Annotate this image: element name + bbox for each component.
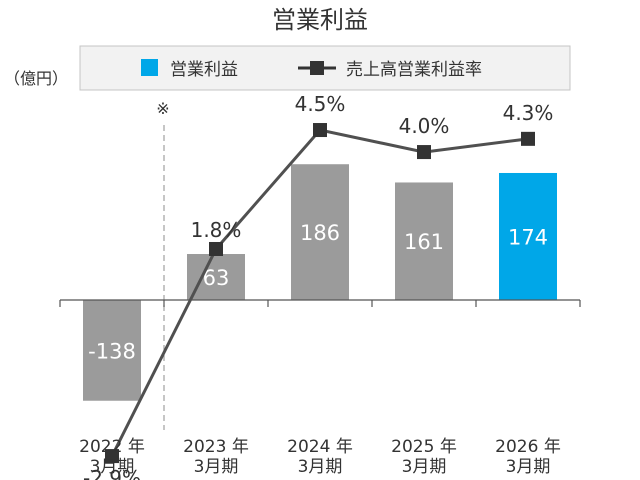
bar-value-label: 174 — [508, 225, 548, 249]
legend-bar-label: 営業利益 — [170, 60, 238, 80]
category-period-label: 3月期 — [194, 457, 239, 477]
legend-line-label: 売上高営業利益率 — [346, 60, 482, 80]
bar — [395, 182, 453, 300]
bar — [83, 300, 141, 401]
ratio-marker — [209, 241, 223, 256]
axis-ticks — [59, 300, 581, 307]
bar — [291, 164, 349, 300]
unit-label: （億円） — [4, 69, 68, 88]
ratio-line-series — [105, 123, 535, 464]
category-period-label: 3月期 — [298, 457, 343, 477]
ratio-marker — [313, 123, 327, 138]
legend: 営業利益 売上高営業利益率 — [79, 45, 571, 91]
bar — [187, 254, 245, 300]
chart-title: 営業利益 — [272, 6, 368, 34]
ratio-marker — [105, 449, 119, 464]
legend-bar-swatch — [141, 59, 158, 76]
bar-value-label: -138 — [88, 339, 136, 363]
ratio-value-label: 1.8% — [191, 218, 242, 242]
ratio-value-label: -2.9% — [83, 466, 141, 480]
category-year-label: 2022 年 — [79, 437, 145, 457]
category-period-label: 3月期 — [402, 457, 447, 477]
bar-series — [83, 164, 557, 401]
ratio-value-label: 4.0% — [399, 114, 450, 138]
ratio-marker — [521, 131, 535, 146]
bar-value-label: 186 — [300, 221, 340, 245]
ratio-value-label: 4.5% — [295, 92, 346, 116]
note-mark: ※ — [156, 99, 169, 118]
ratio-value-labels: -2.9% 1.8% 4.5% 4.0% 4.3% — [83, 92, 553, 480]
category-period-label: 3月期 — [90, 457, 135, 477]
bar-value-label: 161 — [404, 230, 444, 254]
legend-line-marker — [310, 61, 324, 75]
category-period-label: 3月期 — [506, 457, 551, 477]
bar — [499, 172, 557, 300]
category-year-label: 2023 年 — [183, 437, 249, 457]
ratio-marker — [417, 145, 431, 160]
category-year-label: 2025 年 — [391, 437, 457, 457]
category-year-label: 2026 年 — [495, 437, 561, 457]
ratio-value-label: 4.3% — [503, 101, 554, 125]
category-year-label: 2024 年 — [287, 437, 353, 457]
